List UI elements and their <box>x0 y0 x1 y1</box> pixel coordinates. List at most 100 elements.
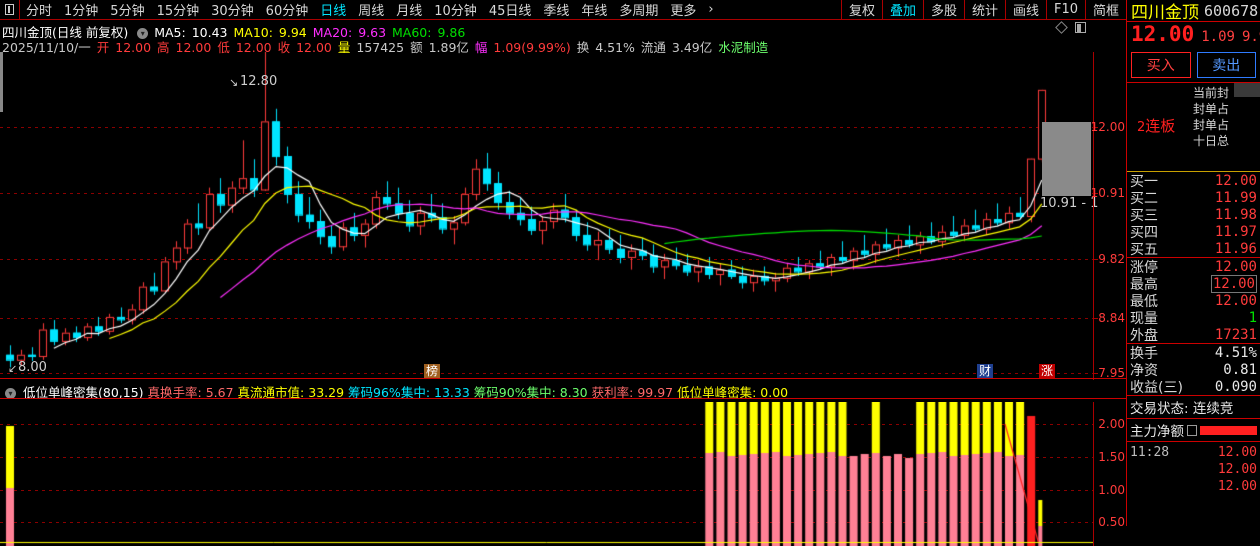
indicator-axis-label: 2.00 <box>1098 417 1125 431</box>
stat-label: 换手 <box>1130 345 1158 362</box>
turnover-value: 4.51% <box>595 40 635 55</box>
ma10-label: MA10: <box>233 25 273 40</box>
corner-badge-icon <box>1234 83 1260 97</box>
stock-name: 四川金顶 <box>1131 3 1199 23</box>
button-diejia[interactable]: 叠加 <box>881 0 923 19</box>
period-5min[interactable]: 5分钟 <box>110 4 145 19</box>
period-weekly[interactable]: 周线 <box>358 4 385 19</box>
tick-price: 12.00 <box>1217 462 1257 477</box>
bid-price: 12.00 <box>1214 172 1257 189</box>
period-fenshi[interactable]: 分时 <box>26 4 53 19</box>
range-label: 幅 <box>474 40 488 55</box>
main-net-row[interactable]: 主力净额 <box>1127 419 1260 441</box>
bid-row-2[interactable]: 买二 11.99 <box>1127 189 1260 207</box>
period-10min[interactable]: 10分钟 <box>434 4 477 19</box>
period-45day[interactable]: 45日线 <box>488 4 532 19</box>
indicator-header: ▾ 低位单峰密集(80,15) 真换手率: 5.67 真流通市值: 33.29 … <box>2 382 788 401</box>
stat-label: 外盘 <box>1130 327 1158 344</box>
stat-label: 现量 <box>1130 310 1158 327</box>
button-tongji[interactable]: 统计 <box>963 0 1005 19</box>
trade-buttons: 买入 卖出 <box>1127 50 1260 82</box>
ma5-value: 10.43 <box>191 25 228 40</box>
range-value: 1.09(9.99%) <box>493 40 571 55</box>
chevron-down-icon[interactable]: ▾ <box>137 28 149 39</box>
bid-row-3[interactable]: 买三 11.98 <box>1127 206 1260 224</box>
tick-row: 12.00 <box>1127 461 1260 478</box>
volume-label: 量 <box>337 40 351 55</box>
period-30min[interactable]: 30分钟 <box>211 4 254 19</box>
limit-info-item: 当前封 <box>1193 86 1230 100</box>
volume-value: 157425 <box>356 40 405 55</box>
close-label: 收 <box>277 40 291 55</box>
button-f10[interactable]: F10 <box>1046 0 1085 19</box>
last-price: 12.00 <box>1131 22 1195 46</box>
turnover-label: 换 <box>576 40 590 55</box>
stock-code: 600678 <box>1204 1 1259 20</box>
period-60min[interactable]: 60分钟 <box>265 4 309 19</box>
indicator-divider <box>0 398 1126 399</box>
period-multi[interactable]: 多周期 <box>619 4 659 19</box>
marker-bang[interactable]: 榜 <box>424 364 441 378</box>
buy-button[interactable]: 买入 <box>1131 52 1191 78</box>
bid-row-4[interactable]: 买四 11.97 <box>1127 223 1260 241</box>
list-icon[interactable] <box>1187 424 1197 436</box>
marker-zhang[interactable]: 涨 <box>1039 364 1056 378</box>
candlestick-canvas[interactable] <box>0 52 1093 380</box>
button-jiankuang[interactable]: 简框 <box>1085 0 1126 19</box>
price-axis-label: 8.84 <box>1098 311 1125 325</box>
price-axis-label: 9.82 <box>1098 252 1125 266</box>
stat-row-zhangting: 涨停 12.00 <box>1127 258 1260 276</box>
stat-row-low: 最低 12.00 <box>1127 292 1260 310</box>
chevron-right-icon[interactable]: › <box>708 2 714 17</box>
amount-value: 1.89亿 <box>428 40 469 55</box>
limit-info-list: 当前封 封单占 封单占 十日总 <box>1193 85 1260 149</box>
bid-price: 11.97 <box>1214 223 1257 240</box>
stat-value: 12.00 <box>1214 258 1257 275</box>
stat-row-shouyi: 收益(三) 0.090 <box>1127 378 1260 396</box>
limit-board-count: 2 <box>1137 120 1146 135</box>
price-axis-label: 10.91 <box>1090 186 1125 200</box>
period-monthly[interactable]: 月线 <box>396 4 423 19</box>
stat-label: 涨停 <box>1130 259 1158 276</box>
button-duogu[interactable]: 多股 <box>922 0 964 19</box>
tick-list: 11:28 12.00 12.00 12.00 <box>1127 442 1260 495</box>
bid-row-5[interactable]: 买五 11.96 <box>1127 240 1260 258</box>
page-title: 四川金顶(日线 前复权) <box>2 25 129 40</box>
indicator-pane[interactable] <box>0 402 1093 546</box>
stat-value: 1 <box>1248 309 1257 326</box>
low-arrow-icon: ↙ <box>8 362 18 375</box>
field-label-zhenhuanshou: 真换手率: <box>147 385 202 400</box>
diamond-icon[interactable] <box>1055 21 1068 34</box>
stat-value: 4.51% <box>1214 344 1257 361</box>
stat-row-xianliang: 现量 1 <box>1127 309 1260 327</box>
limit-board-badge: 2连板 <box>1137 115 1175 136</box>
bid-price: 11.96 <box>1214 240 1257 257</box>
price-chart-pane[interactable]: ↘ 12.80 ↙ 8.00 10.91 - 1 榜 财 涨 <box>0 52 1098 380</box>
period-daily[interactable]: 日线 <box>320 4 347 19</box>
window-icon[interactable] <box>0 0 20 19</box>
button-fuquan[interactable]: 复权 <box>840 0 882 19</box>
price-axis: 12.00 10.91 9.82 8.84 7.95 <box>1090 52 1126 380</box>
chart-header-line-2: 2025/11/10/一 开 12.00 高 12.00 低 12.00 收 1… <box>2 37 770 55</box>
indicator-canvas[interactable] <box>0 402 1093 546</box>
period-1min[interactable]: 1分钟 <box>64 4 99 19</box>
price-axis-label: 7.95 <box>1098 366 1125 380</box>
button-huaxian[interactable]: 画线 <box>1005 0 1046 19</box>
field-label-diwei: 低位单峰密集: <box>677 385 757 400</box>
period-15min[interactable]: 15分钟 <box>156 4 200 19</box>
bid-row-1[interactable]: 买一 12.00 <box>1127 172 1260 190</box>
period-quarterly[interactable]: 季线 <box>543 4 570 19</box>
sell-button[interactable]: 卖出 <box>1196 52 1256 78</box>
marker-cai[interactable]: 财 <box>977 364 994 378</box>
panel-layout-icon[interactable] <box>1075 22 1086 33</box>
period-more[interactable]: 更多 <box>670 4 697 19</box>
industry-label: 水泥制造 <box>718 40 769 55</box>
ma20-label: MA20: <box>312 25 353 40</box>
period-yearly[interactable]: 年线 <box>581 4 608 19</box>
field-label-liutongshizhi: 真流通市值: <box>237 385 305 400</box>
stat-label: 净资 <box>1130 362 1158 379</box>
chevron-down-icon[interactable]: ▾ <box>5 388 16 399</box>
amount-label: 额 <box>410 40 423 55</box>
ma10-value: 9.94 <box>278 25 307 40</box>
limit-up-box: 2连板 当前封 封单占 封单占 十日总 <box>1127 83 1260 171</box>
